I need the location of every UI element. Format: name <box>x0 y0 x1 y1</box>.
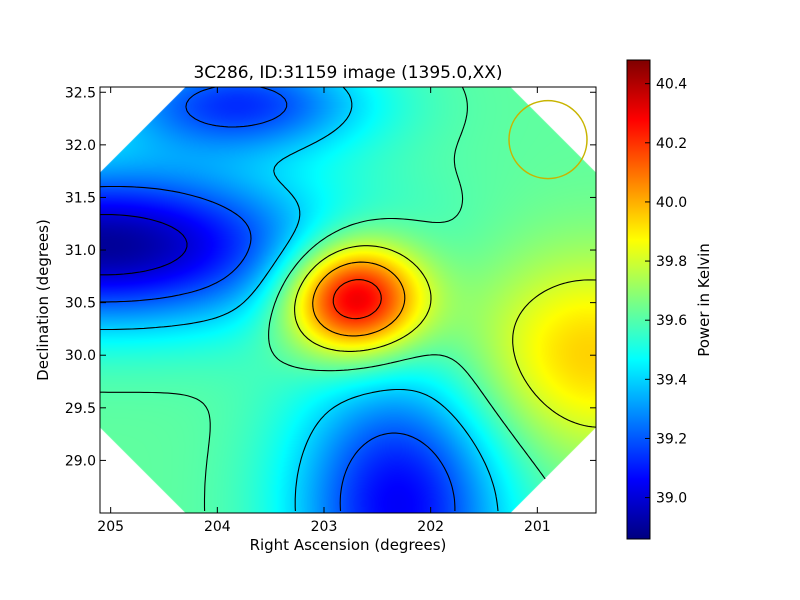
x-tick-label: 204 <box>204 519 231 535</box>
colorbar: 39.0 39.2 39.4 39.6 39.8 40.0 40.2 40.4 Power i… <box>626 59 713 540</box>
y-tick-label: 29.5 <box>65 401 96 417</box>
y-axis-label: Declination (degrees) <box>34 219 52 381</box>
colorbar-ticks: 39.0 39.2 39.4 39.6 39.8 40.0 40.2 40.4 <box>645 77 687 507</box>
beam-circle <box>508 99 588 180</box>
x-tick-label: 201 <box>524 519 551 535</box>
y-tick-label: 32.0 <box>65 138 96 154</box>
map-corner-mask <box>100 87 185 172</box>
y-tick-label: 31.5 <box>65 190 96 206</box>
contour-line <box>332 279 382 320</box>
map-corner-mask <box>100 428 185 513</box>
map-corner-mask <box>511 87 596 172</box>
colorbar-tick-label: 40.2 <box>656 136 687 152</box>
contour-line <box>100 214 188 276</box>
chart-title: 3C286, ID:31159 image (1395.0,XX) <box>193 63 502 83</box>
colorbar-tick-label: 39.2 <box>656 431 687 447</box>
contour-line <box>100 87 456 512</box>
y-tick-label: 32.5 <box>65 85 96 101</box>
plot-frame <box>99 86 597 514</box>
colorbar-tick-label: 39.6 <box>656 313 687 329</box>
colorbar-tick-label: 40.0 <box>656 195 687 211</box>
y-tick-label: 30.0 <box>65 348 96 364</box>
x-axis-label: Right Ascension (degrees) <box>250 536 447 554</box>
x-tick-label: 205 <box>97 519 124 535</box>
contour-line <box>312 261 406 337</box>
colorbar-gradient <box>626 59 651 540</box>
heatmap-image <box>100 87 596 513</box>
y-tick-label: 29.0 <box>65 453 96 469</box>
y-axis: 29.0 29.5 30.0 30.5 31.0 31.5 32.0 32.5 <box>65 85 596 469</box>
x-tick-label: 202 <box>417 519 444 535</box>
contour-line <box>100 87 567 512</box>
map-corner-mask <box>511 428 596 513</box>
x-tick-label: 203 <box>311 519 338 535</box>
colorbar-tick-label: 39.4 <box>656 372 687 388</box>
colorbar-tick-label: 39.8 <box>656 254 687 270</box>
colorbar-label: Power in Kelvin <box>695 243 713 357</box>
x-axis: 205 204 203 202 201 <box>97 87 551 535</box>
plot-area <box>99 86 597 514</box>
y-tick-label: 30.5 <box>65 296 96 312</box>
contour-lines <box>100 87 596 513</box>
colorbar-tick-label: 40.4 <box>656 77 687 93</box>
contour-line <box>294 245 596 428</box>
y-tick-label: 31.0 <box>65 243 96 259</box>
colorbar-tick-label: 39.0 <box>656 491 687 507</box>
